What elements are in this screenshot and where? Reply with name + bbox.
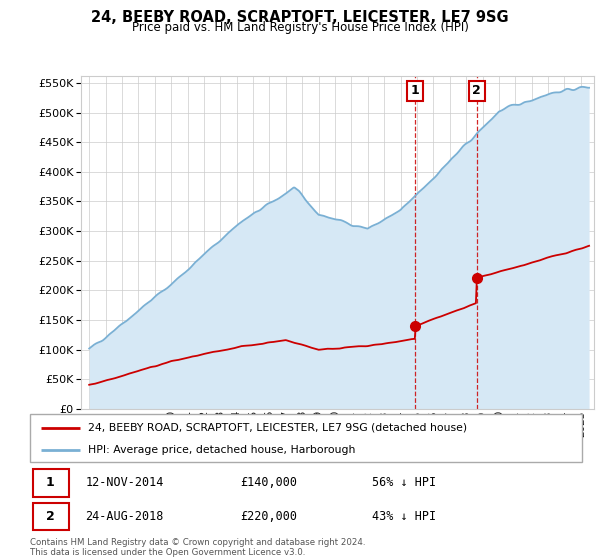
Text: 24-AUG-2018: 24-AUG-2018	[85, 510, 164, 523]
Text: 24, BEEBY ROAD, SCRAPTOFT, LEICESTER, LE7 9SG: 24, BEEBY ROAD, SCRAPTOFT, LEICESTER, LE…	[91, 10, 509, 25]
Text: 1: 1	[410, 84, 419, 97]
Text: £220,000: £220,000	[240, 510, 297, 523]
Text: 12-NOV-2014: 12-NOV-2014	[85, 477, 164, 489]
Text: 1: 1	[46, 477, 55, 489]
Text: HPI: Average price, detached house, Harborough: HPI: Average price, detached house, Harb…	[88, 445, 355, 455]
Bar	[33, 503, 68, 530]
Text: Price paid vs. HM Land Registry's House Price Index (HPI): Price paid vs. HM Land Registry's House …	[131, 21, 469, 34]
Text: 2: 2	[46, 510, 55, 523]
Text: 24, BEEBY ROAD, SCRAPTOFT, LEICESTER, LE7 9SG (detached house): 24, BEEBY ROAD, SCRAPTOFT, LEICESTER, LE…	[88, 423, 467, 433]
Text: 56% ↓ HPI: 56% ↓ HPI	[372, 477, 436, 489]
Text: 2: 2	[472, 84, 481, 97]
Bar	[33, 469, 68, 497]
Text: £140,000: £140,000	[240, 477, 297, 489]
Text: 43% ↓ HPI: 43% ↓ HPI	[372, 510, 436, 523]
Text: Contains HM Land Registry data © Crown copyright and database right 2024.
This d: Contains HM Land Registry data © Crown c…	[30, 538, 365, 557]
